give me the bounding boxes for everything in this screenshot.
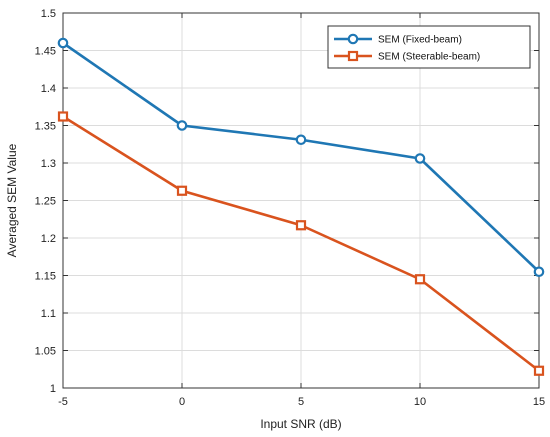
series-layer [57, 37, 545, 376]
x-tick-label: 0 [179, 396, 185, 408]
y-tick-label: 1.1 [41, 308, 56, 320]
series-2 [57, 111, 545, 376]
y-tick-label: 1.35 [35, 121, 56, 133]
data-point [295, 134, 307, 146]
series-1 [57, 37, 545, 278]
y-tick-label: 1.05 [35, 346, 56, 358]
legend-box [327, 25, 531, 69]
data-point [176, 120, 188, 131]
y-tick-label: 1.45 [35, 46, 56, 58]
y-axis-label: Averaged SEM Value [5, 143, 19, 257]
x-axis-label: Input SNR (dB) [260, 417, 341, 431]
data-point [414, 153, 426, 164]
y-tick-label: 1.15 [35, 271, 56, 283]
legend-item: SEM (Fixed-beam) [334, 33, 462, 46]
x-tick-label: -5 [58, 396, 68, 408]
data-point [295, 220, 307, 231]
grid-layer [62, 12, 540, 389]
legend-marker [347, 33, 359, 45]
y-tick-label: 1.25 [35, 196, 56, 208]
data-point [176, 185, 188, 196]
legend-label: SEM (Steerable-beam) [378, 52, 480, 63]
y-tick-label: 1.2 [41, 233, 56, 245]
data-point [57, 111, 69, 122]
data-point [533, 365, 545, 376]
y-tick-label: 1.3 [41, 158, 56, 170]
legend-label: SEM (Fixed-beam) [378, 35, 462, 46]
y-tick-label: 1.5 [41, 8, 56, 20]
axis-layer: -5 0 5 10 15 1 1.05 1.1 1.15 1.2 1.25 1.3 1.35 1.4 1.4… [35, 8, 546, 408]
x-tick-label: 5 [298, 396, 304, 408]
y-tick-label: 1.4 [41, 83, 56, 95]
legend-marker [347, 50, 359, 62]
legend-item: SEM (Steerable-beam) [334, 50, 480, 63]
y-tick-label: 1 [50, 383, 56, 395]
data-point [533, 266, 545, 278]
data-point [57, 37, 69, 49]
legend: SEM (Fixed-beam) SEM (Steerable-beam) [327, 25, 531, 69]
x-tick-label: 10 [414, 396, 426, 408]
x-tick-label: 15 [533, 396, 545, 408]
data-point [414, 274, 426, 285]
